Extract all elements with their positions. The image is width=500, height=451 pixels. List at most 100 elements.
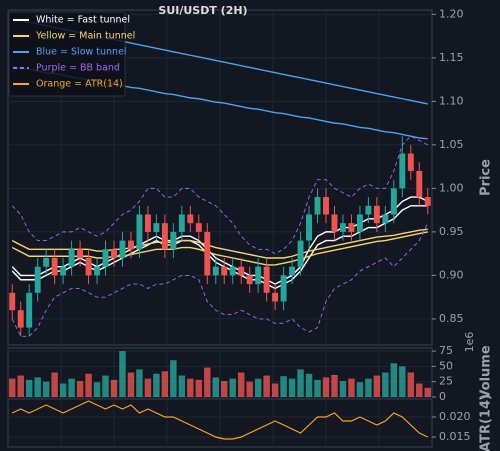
volume-bar: [407, 372, 415, 397]
volume-bar: [110, 379, 118, 397]
volume-bar: [25, 379, 33, 397]
candle-body: [331, 214, 338, 232]
candle-body: [323, 197, 329, 215]
candle-body: [195, 223, 202, 232]
volume-bar: [93, 382, 101, 397]
y-tick-label: 0.85: [439, 312, 464, 325]
volume-bar: [127, 372, 135, 397]
candle-body: [161, 223, 168, 250]
candle-body: [280, 275, 287, 302]
y-tick-label: 0.95: [439, 225, 464, 238]
candle-body: [144, 214, 151, 232]
volume-bar: [356, 382, 364, 397]
candle-body: [178, 214, 185, 232]
volume-bar: [51, 372, 58, 397]
candle-body: [51, 257, 58, 276]
y-axis-label: Price: [479, 159, 494, 196]
candle-body: [272, 292, 279, 302]
volume-bar: [76, 381, 84, 397]
volume-bar: [102, 375, 109, 397]
candle-body: [407, 153, 414, 171]
volume-bar: [237, 372, 245, 397]
y-tick-label: 0: [439, 390, 446, 403]
candle-body: [111, 249, 117, 258]
candle-body: [373, 205, 380, 224]
candle-body: [314, 197, 321, 215]
y-tick-label: 1.15: [439, 51, 464, 64]
y-axis-label: Volume: [479, 345, 494, 400]
volume-bar: [339, 381, 347, 397]
candle-body: [390, 188, 397, 215]
legend-label: Yellow = Main tunnel: [35, 31, 135, 42]
candle-body: [348, 223, 355, 232]
volume-bar: [204, 367, 211, 397]
candle-body: [119, 240, 126, 258]
candle-body: [365, 205, 372, 215]
candle-body: [212, 266, 219, 276]
volume-bar: [246, 381, 253, 397]
volume-bar: [365, 378, 372, 397]
candle-body: [399, 153, 406, 189]
volume-bar: [153, 373, 160, 397]
candle-body: [204, 231, 211, 276]
candle-body: [382, 214, 389, 224]
candle-body: [263, 266, 270, 293]
candle-body: [221, 266, 228, 276]
y-tick-label: 1.05: [439, 138, 464, 151]
volume-bar: [280, 376, 287, 397]
candle-body: [77, 249, 84, 258]
volume-bar: [373, 375, 381, 397]
volume-bar: [305, 373, 313, 397]
volume-bar: [314, 379, 321, 397]
candle-body: [26, 292, 33, 328]
line: [11, 205, 428, 290]
volume-bar: [229, 378, 236, 397]
candle-body: [229, 266, 236, 276]
candle-body: [17, 310, 24, 328]
candle-body: [85, 257, 92, 276]
candle-body: [68, 249, 75, 267]
candle-body: [289, 266, 296, 276]
volume-bar: [322, 377, 330, 397]
candle-body: [127, 240, 134, 250]
volume-bar: [221, 381, 228, 397]
volume-bar: [187, 378, 194, 397]
y-offset-label: 1e6: [463, 332, 476, 353]
volume-bar: [399, 366, 406, 397]
volume-bar: [390, 363, 398, 397]
y-tick-label: 1.10: [439, 94, 464, 107]
candle-body: [102, 249, 109, 267]
candle-body: [9, 292, 16, 311]
volume-bar: [416, 383, 423, 397]
legend-label: Orange = ATR(14): [36, 79, 123, 90]
legend-label: Purple = BB band: [36, 63, 120, 74]
volume-bar: [331, 374, 338, 397]
volume-bar: [34, 377, 41, 397]
candle-body: [416, 170, 423, 198]
volume-bar: [382, 372, 389, 397]
volume-bar: [263, 375, 270, 397]
candle-body: [424, 197, 431, 206]
volume-bar: [42, 381, 50, 397]
candle-body: [170, 231, 177, 250]
y-axis-label: ATR(14): [479, 394, 494, 451]
volume-bar: [297, 369, 304, 397]
volume-bar: [212, 377, 219, 397]
volume-bar: [195, 379, 203, 397]
y-tick-label: 0.020: [439, 410, 471, 423]
candle-body: [34, 266, 41, 293]
candle-body: [187, 214, 194, 224]
candle-body: [246, 275, 253, 285]
chart-title: SUI/USDT (2H): [158, 4, 247, 17]
volume-bar: [271, 383, 279, 397]
candle-body: [43, 257, 50, 267]
volume-bar: [288, 378, 296, 397]
legend-label: Blue = Slow tunnel: [36, 47, 127, 58]
volume-bar: [136, 369, 143, 397]
volume-bar: [144, 378, 152, 397]
volume-bar: [161, 371, 169, 397]
candle-body: [94, 266, 101, 276]
volume-bar: [170, 360, 177, 397]
candle-body: [255, 266, 262, 285]
